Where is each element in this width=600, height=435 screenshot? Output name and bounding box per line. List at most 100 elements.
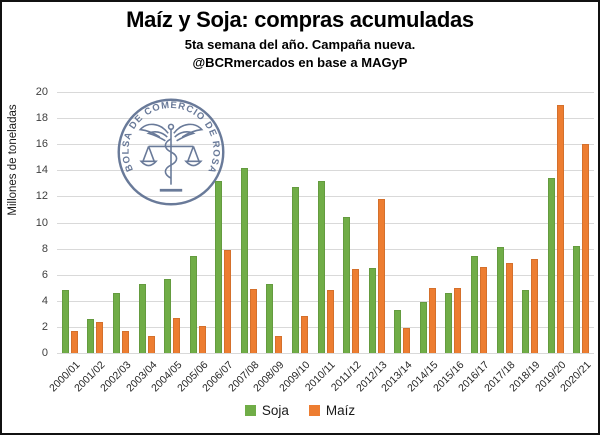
soja-bar bbox=[266, 283, 274, 353]
gridline bbox=[57, 353, 594, 354]
y-tick-label: 8 bbox=[41, 242, 48, 255]
bar-group: 2005/06 bbox=[175, 92, 211, 394]
caduceus-scales-icon bbox=[138, 123, 204, 192]
legend-label: Maíz bbox=[325, 403, 356, 418]
soja-bar bbox=[138, 283, 146, 353]
y-tick-label: 10 bbox=[35, 216, 48, 229]
soja-bar bbox=[368, 268, 376, 353]
soja-bar bbox=[164, 278, 172, 353]
y-tick-label: 18 bbox=[35, 112, 48, 125]
soja-bar bbox=[547, 178, 555, 353]
soja-bar bbox=[291, 187, 299, 353]
soja-bar bbox=[522, 290, 530, 353]
bar-group: 2004/05 bbox=[149, 92, 185, 394]
bar-group: 2016/17 bbox=[456, 92, 492, 394]
soja-bar bbox=[189, 256, 197, 353]
y-axis-tick-labels: 20 18 16 14 12 10 8 6 4 2 0 bbox=[2, 86, 48, 359]
bar-group: 2009/10 bbox=[277, 92, 313, 394]
bar-group: 2002/03 bbox=[98, 92, 134, 394]
gridline bbox=[57, 274, 594, 276]
bar-group: 2020/21 bbox=[559, 92, 595, 394]
bar-group: 2001/02 bbox=[73, 92, 109, 394]
y-tick-label: 4 bbox=[41, 294, 48, 307]
chart-source-credit: @BCRmercados en base a MAGyP bbox=[192, 55, 408, 70]
maiz-bar bbox=[454, 287, 462, 353]
gridline bbox=[57, 170, 594, 172]
bar-group: 2018/19 bbox=[507, 92, 543, 394]
bar-group: 2012/13 bbox=[354, 92, 390, 394]
bar-group: 2013/14 bbox=[379, 92, 416, 394]
y-tick-label: 16 bbox=[35, 138, 48, 151]
bar-group: 2010/11 bbox=[303, 92, 339, 394]
maiz-bar bbox=[352, 269, 360, 353]
gridline bbox=[57, 248, 594, 250]
maiz-bar bbox=[224, 249, 232, 353]
bar-group: 2015/16 bbox=[431, 92, 467, 394]
maiz-bar bbox=[428, 287, 436, 353]
legend-item-soja: Soja bbox=[244, 403, 289, 418]
gridline bbox=[57, 144, 594, 146]
soja-bar bbox=[317, 180, 325, 353]
y-tick-label: 14 bbox=[35, 164, 48, 177]
soja-bar bbox=[471, 256, 479, 353]
bar-group: 2017/18 bbox=[482, 92, 518, 394]
maiz-bar bbox=[173, 317, 181, 353]
maiz-bar bbox=[198, 325, 206, 353]
soja-bar bbox=[240, 167, 248, 353]
y-tick-label: 12 bbox=[35, 190, 48, 203]
maiz-bar bbox=[70, 330, 78, 353]
legend-item-maiz: Maíz bbox=[308, 403, 356, 418]
maiz-bar bbox=[249, 289, 257, 353]
bar-group: 2008/09 bbox=[252, 92, 288, 394]
soja-bar bbox=[445, 292, 453, 353]
legend-label: Soja bbox=[261, 403, 289, 418]
soja-bar bbox=[61, 290, 69, 353]
maiz-bar bbox=[275, 336, 283, 353]
y-tick-label: 20 bbox=[35, 86, 48, 98]
bar-group: 2014/15 bbox=[405, 92, 441, 394]
legend-swatch bbox=[308, 405, 320, 416]
soja-bar bbox=[215, 180, 223, 353]
gridline bbox=[57, 118, 594, 120]
soja-bar bbox=[394, 309, 402, 353]
gridline bbox=[57, 92, 594, 93]
y-tick-label: 6 bbox=[41, 268, 48, 281]
y-tick-label: 0 bbox=[41, 347, 48, 359]
soja-bar bbox=[573, 246, 581, 353]
gridline bbox=[57, 300, 594, 302]
bar-group: 2007/08 bbox=[226, 92, 262, 394]
maiz-bar bbox=[96, 321, 104, 353]
maiz-bar bbox=[531, 259, 539, 353]
chart-title: Maíz y Soja: compras acumuladas bbox=[126, 7, 474, 32]
y-tick-label: 2 bbox=[41, 320, 48, 333]
maiz-bar bbox=[582, 144, 590, 353]
gridline bbox=[57, 222, 594, 224]
maiz-bar bbox=[300, 316, 308, 353]
maiz-bar bbox=[147, 336, 155, 353]
soja-bar bbox=[87, 319, 95, 353]
gridline bbox=[57, 196, 594, 198]
bars-container: 2000/01 2001/02 2002/03 2003/04 2004/05 2005/… bbox=[47, 92, 595, 394]
chart-subtitle: 5ta semana del año. Campaña nueva. bbox=[184, 37, 416, 52]
maiz-bar bbox=[121, 330, 129, 353]
bar-group: 2003/04 bbox=[124, 92, 160, 394]
maiz-bar bbox=[505, 262, 513, 353]
plot-area: 2000/01 2001/02 2002/03 2003/04 2004/05 2005/… bbox=[47, 92, 595, 394]
gridlines bbox=[57, 92, 594, 354]
maiz-bar bbox=[480, 266, 488, 353]
bar-group: 2006/07 bbox=[200, 92, 236, 394]
bcr-seal-watermark-logo: BOLSA DE COMERCIO DE ROSARIO bbox=[115, 96, 225, 206]
legend: Soja Maíz bbox=[2, 403, 598, 418]
bar-group: 2011/12 bbox=[329, 92, 364, 394]
maiz-bar bbox=[326, 290, 334, 353]
bar-group: 2000/01 bbox=[47, 92, 83, 394]
soja-bar bbox=[343, 217, 351, 353]
legend-swatch bbox=[244, 405, 256, 416]
bar-group: 2019/20 bbox=[533, 92, 569, 394]
gridline bbox=[57, 326, 594, 328]
maiz-bar bbox=[556, 105, 564, 353]
maiz-bar bbox=[403, 328, 411, 353]
soja-bar bbox=[496, 247, 504, 353]
soja-bar bbox=[419, 302, 427, 353]
